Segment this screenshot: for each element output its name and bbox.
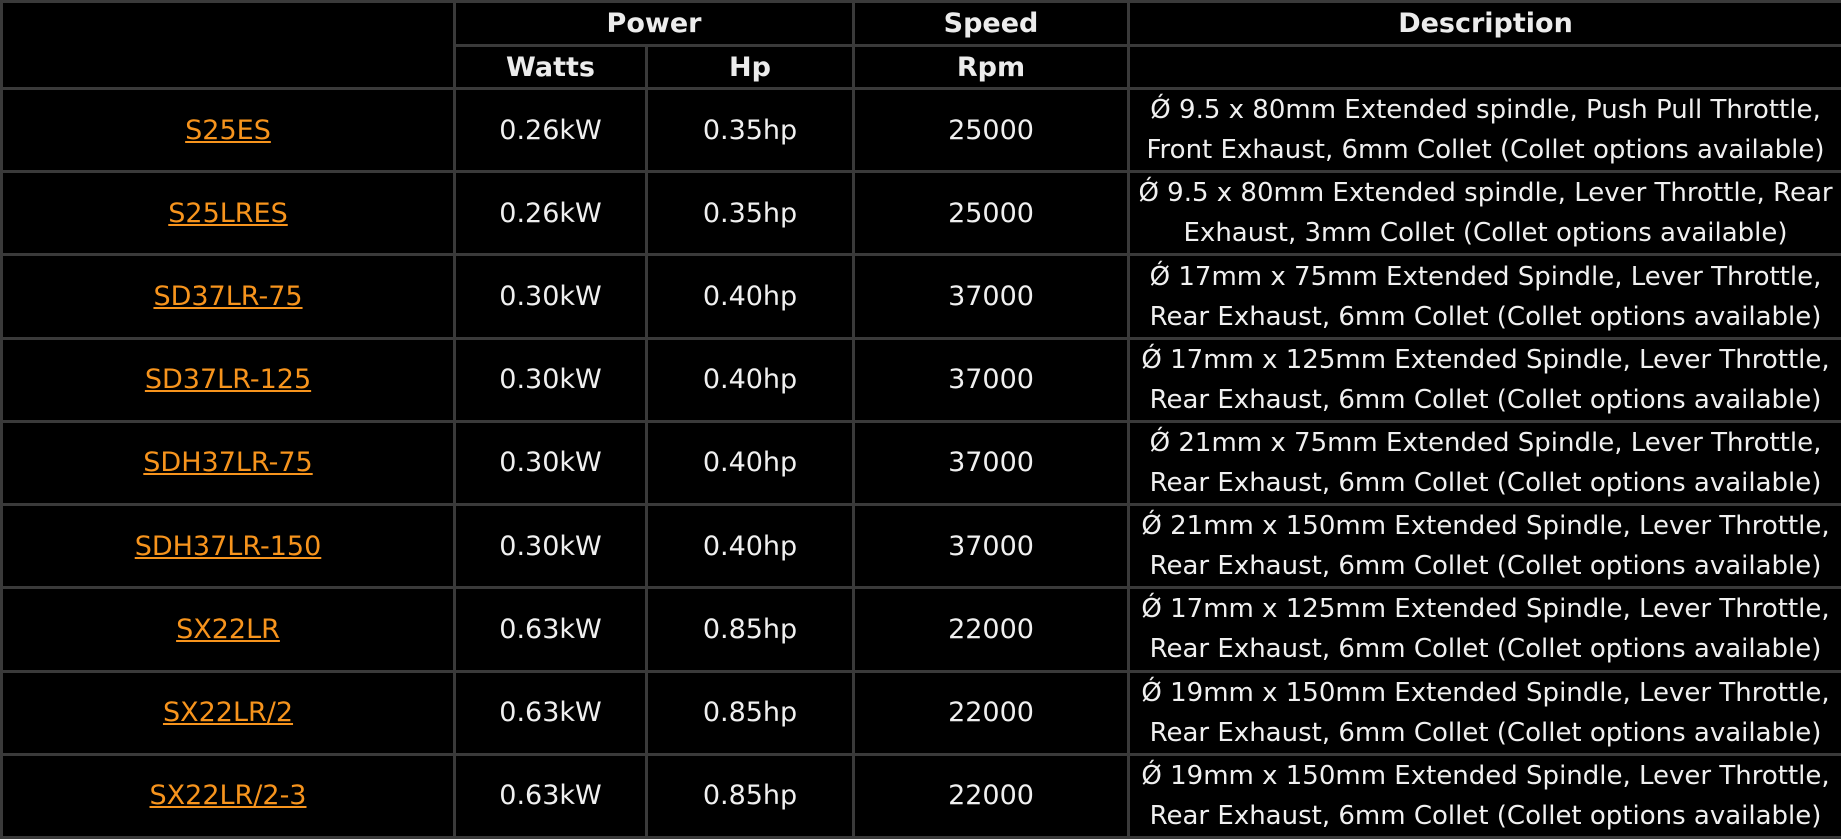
- rpm-cell: 37000: [852, 253, 1131, 340]
- table-row: SX22LR/2-3 0.63kW 0.85hp 22000 Ǿ 19mm x …: [0, 752, 1841, 839]
- watts-cell: 0.30kW: [453, 336, 648, 423]
- rpm-cell: 25000: [852, 86, 1131, 174]
- rpm-cell: 25000: [852, 170, 1131, 257]
- watts-cell: 0.30kW: [453, 419, 648, 507]
- watts-cell: 0.30kW: [453, 503, 648, 590]
- table-row: S25ES 0.26kW 0.35hp 25000 Ǿ 9.5 x 80mm E…: [0, 86, 1841, 174]
- watts-header: Watts: [453, 44, 648, 90]
- table-row: SD37LR-75 0.30kW 0.40hp 37000 Ǿ 17mm x 7…: [0, 253, 1841, 340]
- description-header: Description: [1127, 0, 1841, 47]
- description-cell: Ǿ 9.5 x 80mm Extended spindle, Push Pull…: [1127, 86, 1841, 174]
- speed-header: Speed: [852, 0, 1131, 47]
- description-cell: Ǿ 19mm x 150mm Extended Spindle, Lever T…: [1127, 669, 1841, 756]
- table-row: SD37LR-125 0.30kW 0.40hp 37000 Ǿ 17mm x …: [0, 336, 1841, 423]
- table-row: SDH37LR-75 0.30kW 0.40hp 37000 Ǿ 21mm x …: [0, 419, 1841, 507]
- hp-cell: 0.40hp: [644, 253, 856, 340]
- hp-cell: 0.35hp: [644, 170, 856, 257]
- table-row: SDH37LR-150 0.30kW 0.40hp 37000 Ǿ 21mm x…: [0, 503, 1841, 590]
- description-cell: Ǿ 9.5 x 80mm Extended spindle, Lever Thr…: [1127, 170, 1841, 257]
- watts-cell: 0.30kW: [453, 253, 648, 340]
- model-link[interactable]: SDH37LR-75: [143, 447, 313, 479]
- watts-cell: 0.63kW: [453, 586, 648, 673]
- model-link[interactable]: S25ES: [185, 114, 271, 146]
- hp-cell: 0.85hp: [644, 586, 856, 673]
- watts-cell: 0.63kW: [453, 669, 648, 756]
- description-cell: Ǿ 19mm x 150mm Extended Spindle, Lever T…: [1127, 752, 1841, 839]
- hp-header: Hp: [644, 44, 856, 90]
- watts-cell: 0.26kW: [453, 86, 648, 174]
- watts-cell: 0.26kW: [453, 170, 648, 257]
- description-cell: Ǿ 21mm x 75mm Extended Spindle, Lever Th…: [1127, 419, 1841, 507]
- model-link[interactable]: SX22LR/2: [162, 697, 294, 729]
- model-link[interactable]: S25LRES: [168, 197, 288, 229]
- power-header: Power: [452, 0, 856, 47]
- model-link[interactable]: SX22LR/2-3: [149, 780, 307, 812]
- model-link[interactable]: SD37LR-75: [153, 281, 303, 313]
- hp-cell: 0.40hp: [644, 503, 856, 590]
- description-subheader: [1127, 44, 1841, 90]
- model-link[interactable]: SX22LR: [176, 613, 280, 645]
- description-cell: Ǿ 21mm x 150mm Extended Spindle, Lever T…: [1127, 503, 1841, 590]
- table-row: SX22LR/2 0.63kW 0.85hp 22000 Ǿ 19mm x 15…: [0, 669, 1841, 756]
- model-link[interactable]: SDH37LR-150: [134, 530, 322, 562]
- table-row: SX22LR 0.63kW 0.85hp 22000 Ǿ 17mm x 125m…: [0, 586, 1841, 673]
- table-row: S25LRES 0.26kW 0.35hp 25000 Ǿ 9.5 x 80mm…: [0, 170, 1841, 257]
- rpm-cell: 37000: [852, 503, 1131, 590]
- description-cell: Ǿ 17mm x 125mm Extended Spindle, Lever T…: [1127, 586, 1841, 673]
- rpm-cell: 37000: [852, 336, 1131, 423]
- hp-cell: 0.35hp: [644, 86, 856, 174]
- model-column-header: [0, 0, 456, 90]
- hp-cell: 0.40hp: [644, 336, 856, 423]
- watts-cell: 0.63kW: [453, 752, 648, 839]
- rpm-cell: 22000: [852, 752, 1131, 839]
- rpm-cell: 37000: [852, 419, 1131, 507]
- hp-cell: 0.85hp: [644, 669, 856, 756]
- description-cell: Ǿ 17mm x 125mm Extended Spindle, Lever T…: [1127, 336, 1841, 423]
- hp-cell: 0.85hp: [644, 752, 856, 839]
- description-cell: Ǿ 17mm x 75mm Extended Spindle, Lever Th…: [1127, 253, 1841, 340]
- table-body: S25ES 0.26kW 0.35hp 25000 Ǿ 9.5 x 80mm E…: [0, 86, 1841, 839]
- rpm-header: Rpm: [852, 44, 1131, 90]
- rpm-cell: 22000: [852, 586, 1131, 673]
- rpm-cell: 22000: [852, 669, 1131, 756]
- hp-cell: 0.40hp: [644, 419, 856, 507]
- model-link[interactable]: SD37LR-125: [144, 364, 312, 396]
